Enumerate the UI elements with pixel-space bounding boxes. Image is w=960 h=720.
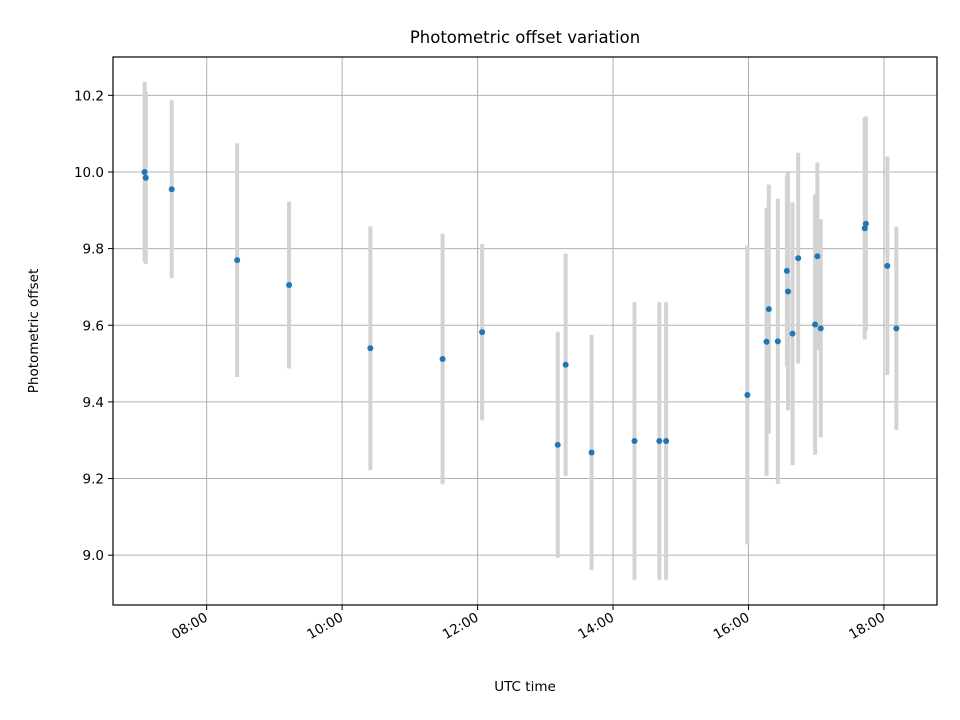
data-point (234, 257, 241, 264)
data-point (893, 325, 900, 332)
data-point (588, 449, 595, 456)
y-tick-label: 9.0 (83, 548, 104, 564)
data-point (367, 345, 374, 352)
data-point (783, 267, 790, 274)
data-point (817, 325, 824, 332)
y-tick-label: 10.2 (74, 88, 104, 104)
data-point (631, 437, 638, 444)
data-point (142, 174, 149, 181)
y-axis-label: Photometric offset (26, 269, 42, 393)
chart-title: Photometric offset variation (410, 28, 640, 47)
y-tick-label: 9.6 (83, 318, 104, 334)
data-point (785, 288, 792, 295)
data-point (884, 262, 891, 269)
data-point (439, 355, 446, 362)
data-point (789, 330, 796, 337)
data-point (862, 220, 869, 227)
x-axis-label: UTC time (494, 679, 556, 695)
data-point (663, 437, 670, 444)
data-point (765, 306, 772, 313)
plot-area-frame (112, 56, 938, 606)
data-point (861, 225, 868, 232)
data-point (763, 338, 770, 345)
data-point (814, 253, 821, 260)
data-point (141, 168, 148, 175)
y-tick-label: 10.0 (74, 165, 104, 181)
data-point (656, 437, 663, 444)
data-point (286, 282, 293, 289)
data-point (562, 361, 569, 368)
data-point (168, 186, 175, 193)
data-point (774, 338, 781, 345)
data-point (812, 321, 819, 328)
y-tick-label: 9.4 (83, 395, 104, 411)
data-point (744, 391, 751, 398)
y-tick-label: 9.2 (83, 472, 104, 488)
data-point (795, 255, 802, 262)
data-point (479, 329, 486, 336)
y-tick-label: 9.8 (83, 242, 104, 258)
data-point (554, 441, 561, 448)
data-points (141, 168, 900, 456)
